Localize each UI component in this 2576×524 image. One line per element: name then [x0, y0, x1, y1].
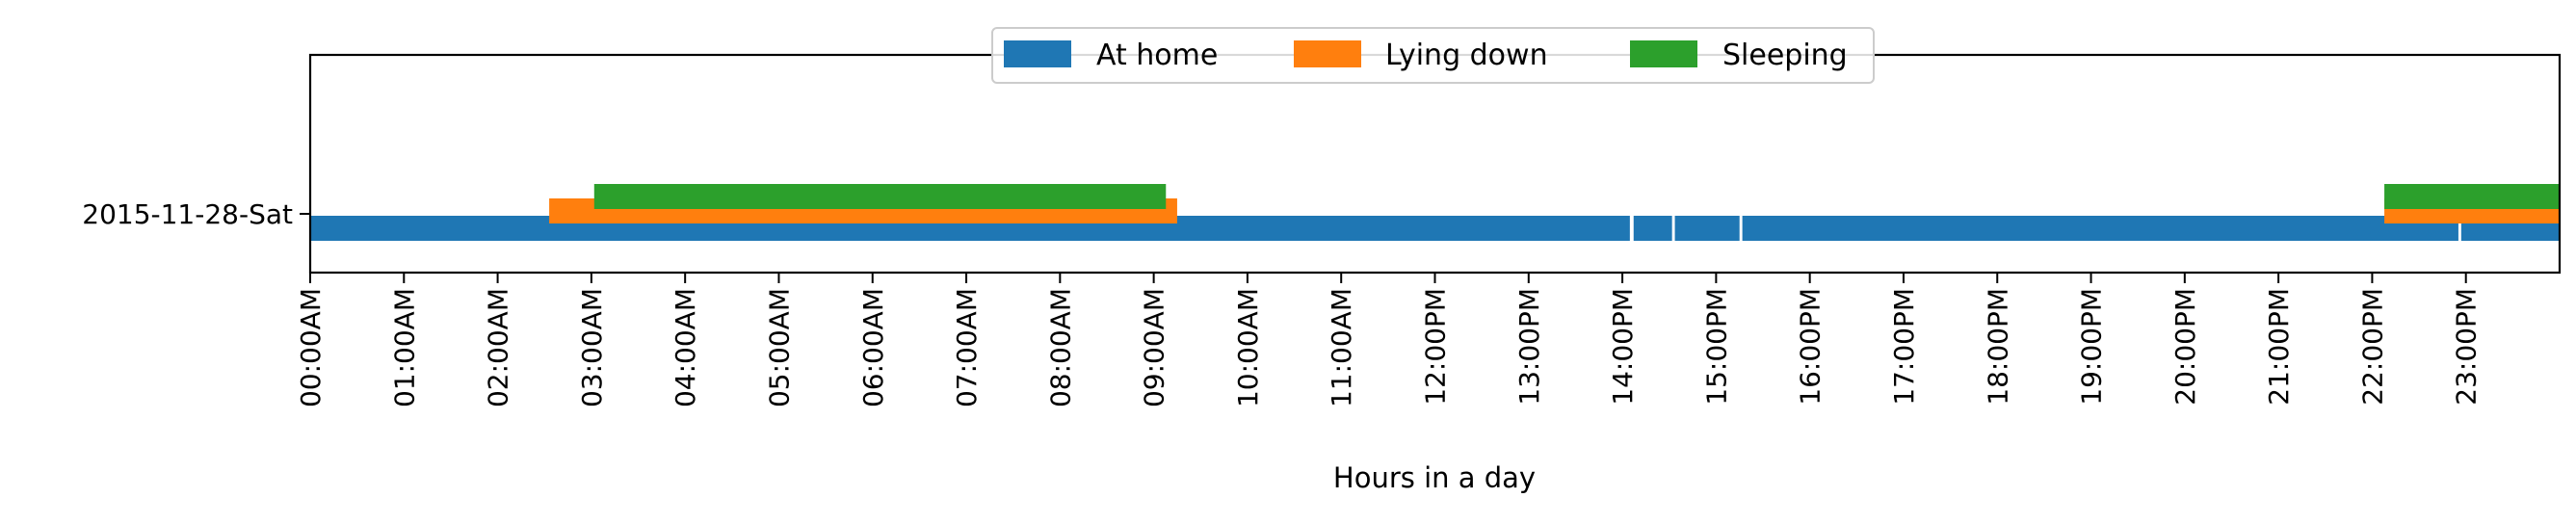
legend-label-sleeping: Sleeping	[1722, 39, 1848, 72]
x-tick-label: 18:00PM	[1982, 288, 2013, 406]
x-tick-label: 02:00AM	[483, 288, 514, 407]
x-tick-label: 14:00PM	[1607, 288, 1639, 406]
legend-swatch-lying-down	[1294, 40, 1361, 67]
x-tick-label: 23:00PM	[2451, 288, 2483, 406]
y-tick-label: 2015-11-28-Sat	[82, 198, 293, 230]
legend-label-lying-down: Lying down	[1385, 39, 1548, 72]
bar-sleeping-0	[593, 184, 1167, 209]
x-tick-label: 00:00AM	[295, 288, 327, 407]
x-tick-label: 01:00AM	[388, 288, 420, 407]
x-tick-label: 21:00PM	[2263, 288, 2295, 406]
bar-at-home-3	[1742, 216, 2458, 241]
x-axis: 00:00AM 01:00AM 02:00AM 03:00AM 04:00AM 05:00…	[295, 273, 2483, 407]
y-axis: 2015-11-28-Sat	[82, 198, 310, 230]
x-tick-label: 20:00PM	[2169, 288, 2201, 406]
x-tick-label: 11:00AM	[1326, 288, 1357, 407]
bar-sleeping-1	[2384, 184, 2560, 209]
x-tick-label: 19:00PM	[2076, 288, 2108, 406]
x-tick-label: 03:00AM	[576, 288, 608, 407]
legend-swatch-at-home	[1004, 40, 1071, 67]
x-tick-label: 13:00PM	[1513, 288, 1545, 406]
x-tick-label: 09:00AM	[1139, 288, 1170, 407]
legend-swatch-sleeping	[1630, 40, 1697, 67]
x-tick-label: 08:00AM	[1044, 288, 1076, 407]
x-tick-label: 12:00PM	[1420, 288, 1452, 406]
bars-layer	[310, 184, 2560, 241]
bar-at-home-2	[1674, 216, 1740, 241]
x-axis-label: Hours in a day	[1333, 461, 1536, 494]
x-tick-label: 22:00PM	[2356, 288, 2388, 406]
x-tick-label: 15:00PM	[1700, 288, 1732, 406]
x-tick-label: 05:00AM	[763, 288, 795, 407]
x-tick-label: 10:00AM	[1232, 288, 1264, 407]
x-tick-label: 17:00PM	[1888, 288, 1920, 406]
x-tick-label: 04:00AM	[670, 288, 701, 407]
legend-label-at-home: At home	[1096, 39, 1218, 72]
legend: At home Lying down Sleeping	[991, 27, 1875, 84]
x-tick-label: 06:00AM	[857, 288, 889, 407]
x-tick-label: 07:00AM	[951, 288, 983, 407]
x-tick-label: 16:00PM	[1795, 288, 1827, 406]
bar-at-home-1	[1633, 216, 1672, 241]
